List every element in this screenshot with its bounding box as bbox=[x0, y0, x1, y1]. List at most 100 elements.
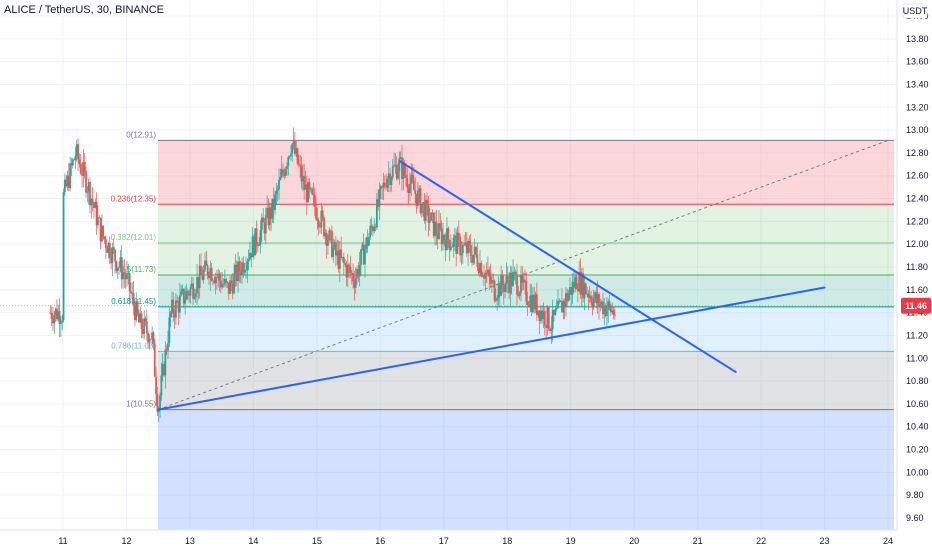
candle-body bbox=[134, 305, 136, 321]
candle-body bbox=[58, 311, 61, 324]
candle-body bbox=[452, 237, 455, 247]
candle-body bbox=[279, 176, 282, 180]
candle-body bbox=[182, 288, 185, 304]
time-axis-panel[interactable] bbox=[0, 530, 932, 550]
candle-body bbox=[225, 278, 228, 282]
candle-body bbox=[579, 271, 582, 295]
price-tick-label: 11.00 bbox=[906, 353, 928, 363]
candle-body bbox=[106, 248, 109, 253]
candle-body bbox=[137, 313, 140, 323]
descending-trendline[interactable] bbox=[398, 159, 737, 373]
candle-body bbox=[387, 173, 390, 179]
candle-body bbox=[522, 279, 525, 283]
candle-body bbox=[586, 293, 588, 295]
candle-body bbox=[505, 275, 508, 284]
time-tick-label: 13 bbox=[185, 536, 195, 546]
candle-body bbox=[168, 317, 171, 344]
candle-body bbox=[93, 203, 95, 208]
candle-body bbox=[494, 300, 497, 302]
candle-body bbox=[574, 276, 577, 288]
candle-body bbox=[71, 159, 74, 166]
candle-body bbox=[90, 199, 93, 206]
candle-body bbox=[469, 245, 472, 257]
candle-body bbox=[149, 338, 152, 340]
candle-body bbox=[509, 272, 512, 294]
candle-body bbox=[588, 295, 591, 298]
candle-body bbox=[241, 262, 243, 276]
candle-body bbox=[566, 293, 569, 301]
candle-body bbox=[171, 299, 173, 313]
candle-body bbox=[341, 257, 344, 258]
price-tick-label: 10.40 bbox=[906, 422, 929, 432]
candle-body bbox=[250, 252, 253, 258]
candle-body bbox=[69, 163, 72, 189]
candle-body bbox=[608, 301, 611, 306]
last-price-badge bbox=[901, 297, 931, 314]
candle-body bbox=[349, 266, 352, 273]
candle-body bbox=[409, 183, 411, 194]
candle-body bbox=[161, 364, 164, 376]
candle-body bbox=[537, 310, 540, 316]
candle-body bbox=[253, 236, 255, 256]
candle-body bbox=[457, 232, 460, 237]
candle-body bbox=[468, 240, 471, 246]
candle-body bbox=[196, 276, 198, 294]
candle-body bbox=[260, 217, 263, 230]
candle-body bbox=[181, 288, 184, 292]
candle-body bbox=[247, 259, 250, 262]
candle-body bbox=[254, 228, 257, 256]
candle-body bbox=[264, 215, 267, 234]
candle-body bbox=[612, 310, 615, 315]
price-axis-panel[interactable] bbox=[897, 0, 932, 550]
candle-body bbox=[344, 263, 347, 265]
candle-body bbox=[401, 157, 403, 180]
candle-body bbox=[531, 294, 534, 312]
candle-body bbox=[583, 283, 586, 299]
candle-body bbox=[193, 296, 196, 299]
candle-body bbox=[592, 298, 595, 307]
currency-box[interactable] bbox=[902, 3, 928, 19]
candle-body bbox=[340, 249, 343, 258]
candle-body bbox=[342, 257, 345, 264]
candle-body bbox=[226, 281, 229, 283]
fib-diagonal-line[interactable] bbox=[158, 139, 889, 411]
candle-body bbox=[479, 263, 481, 274]
candle-body bbox=[410, 174, 413, 184]
candle-body bbox=[492, 280, 495, 281]
candle-body bbox=[506, 275, 509, 283]
candle-body bbox=[263, 222, 266, 234]
candle-body bbox=[415, 193, 418, 206]
candle-body bbox=[215, 277, 218, 278]
candle-body bbox=[431, 212, 434, 214]
time-tick-label: 12 bbox=[121, 536, 131, 546]
candle-body bbox=[427, 203, 430, 223]
candle-body bbox=[498, 283, 501, 296]
candle-body bbox=[546, 307, 549, 328]
price-tick-label: 12.80 bbox=[906, 148, 929, 158]
candle-body bbox=[428, 220, 431, 223]
candle-body bbox=[291, 144, 294, 154]
candle-body bbox=[169, 312, 172, 318]
candle-body bbox=[451, 246, 454, 248]
candle-body bbox=[204, 260, 206, 271]
candle-body bbox=[587, 293, 590, 298]
candle-body bbox=[383, 182, 386, 187]
candle-body bbox=[290, 153, 292, 157]
candle-body bbox=[358, 264, 361, 277]
candle-body bbox=[567, 293, 570, 301]
candle-body bbox=[176, 300, 179, 303]
candle-body bbox=[194, 293, 197, 297]
candle-body bbox=[157, 409, 160, 413]
candle-body bbox=[54, 308, 57, 315]
candle-body bbox=[535, 294, 538, 316]
ascending-trendline[interactable] bbox=[157, 286, 826, 411]
price-tick-label: 13.60 bbox=[906, 57, 929, 67]
candle-body bbox=[81, 173, 83, 176]
candle-body bbox=[270, 207, 273, 219]
candle-body bbox=[403, 163, 406, 175]
candle-body bbox=[446, 228, 448, 250]
symbol-title[interactable]: ALICE / TetherUS, 30, BINANCE bbox=[4, 4, 164, 16]
candle-body bbox=[189, 287, 192, 296]
candle-body bbox=[378, 189, 381, 207]
